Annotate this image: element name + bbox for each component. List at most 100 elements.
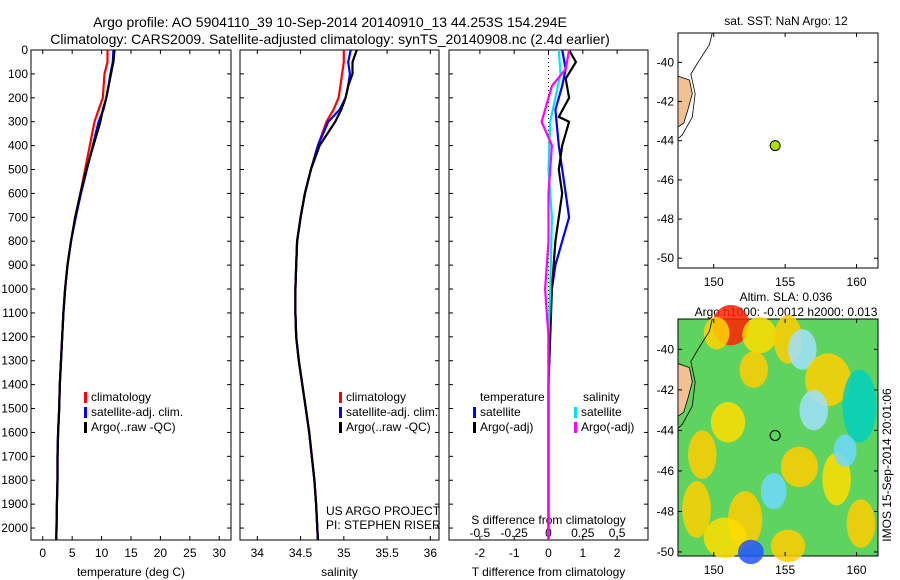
legend-title: salinity: [583, 390, 620, 404]
imos-timestamp-label: IMOS 15-Sep-2014 20:01:06: [880, 388, 894, 542]
y-tick-label: 500: [8, 163, 28, 177]
x-tick-label: 30: [213, 546, 227, 560]
legend-label: Argo(..raw -QC): [91, 420, 176, 434]
x-tick-label-salinity: -0.5: [470, 526, 491, 540]
x-tick-label: 35: [337, 546, 351, 560]
sla-map-sla-anomaly: [710, 402, 746, 443]
legend-swatch: [473, 422, 476, 433]
x-tick-label: 34.5: [289, 546, 313, 560]
pi-label: PI: STEPHEN RISER: [326, 518, 441, 532]
sla-map-sla-anomaly: [682, 481, 711, 538]
x-axis-label: T difference from climatology: [472, 565, 626, 579]
panel-2-frame: [239, 49, 440, 541]
series-line-sal_argo: [540, 49, 571, 540]
y-tick-label: 900: [8, 258, 28, 272]
sst-map-tasmania: [677, 75, 693, 128]
x-tick-label: -2: [475, 546, 486, 560]
map-x-tick-label: 160: [847, 275, 867, 289]
sla-map-sla-anomaly: [738, 539, 764, 565]
y-tick-label: 1600: [1, 425, 28, 439]
y-tick-label: 1000: [1, 282, 28, 296]
sla-map-sla-anomaly: [833, 434, 857, 467]
sla-map-sla-anomaly: [799, 389, 828, 431]
legend-label: climatology: [91, 390, 151, 404]
map-y-tick-label: -40: [657, 342, 675, 356]
legend-label: Argo(-adj): [581, 420, 634, 434]
y-tick-label: 0: [21, 43, 28, 57]
legend-swatch: [339, 407, 342, 418]
map-y-tick-label: -44: [657, 423, 675, 437]
y-tick-label: 1100: [2, 306, 28, 320]
sla-map-sla-anomaly: [760, 472, 787, 510]
project-label: US ARGO PROJECT: [326, 504, 441, 518]
sla-map-sla-anomaly: [703, 316, 730, 350]
y-tick-label: 1900: [1, 497, 28, 511]
sla-map-sla-anomaly: [846, 499, 876, 548]
x-tick-label: 36: [424, 546, 438, 560]
map-y-tick-label: -46: [657, 464, 675, 478]
x-axis-label: salinity: [321, 565, 358, 579]
legend-label: satellite-adj. clim.: [346, 405, 438, 419]
map-y-tick-label: -44: [657, 134, 675, 148]
sla-map-coastline: [677, 318, 713, 429]
y-tick-label: 200: [8, 91, 28, 105]
legend-swatch: [84, 392, 87, 403]
y-tick-label: 300: [8, 115, 28, 129]
x-axis-label: temperature (deg C): [77, 565, 185, 579]
x-tick-label: 15: [124, 546, 138, 560]
sla-map-sla-anomaly: [780, 446, 819, 488]
sla-map-sla-anomaly: [770, 529, 806, 563]
map-x-tick-label: 155: [775, 563, 795, 577]
y-tick-label: 100: [8, 67, 28, 81]
x-tick-label: 0: [39, 546, 46, 560]
legend-swatch: [339, 392, 342, 403]
sla-map-tasmania: [677, 362, 693, 418]
x-tick-label-salinity: -0.25: [501, 526, 529, 540]
x-tick-label: -1: [509, 546, 520, 560]
legend-swatch: [339, 422, 342, 433]
x-tick-label: 2: [614, 546, 621, 560]
sla-map-sla-anomaly: [788, 329, 817, 370]
legend-swatch: [84, 422, 87, 433]
legend-label: satellite-adj. clim.: [91, 405, 183, 419]
map-y-tick-label: -42: [657, 383, 675, 397]
y-tick-label: 600: [8, 186, 28, 200]
panel-1-frame: [30, 49, 232, 541]
y-tick-label: 700: [8, 210, 28, 224]
series-line-sal_satellite: [547, 49, 562, 540]
x-tick-label: 1: [579, 546, 586, 560]
sst-map-frame: [677, 32, 879, 269]
map-y-tick-label: -48: [657, 212, 675, 226]
sla-map-sla-anomaly: [688, 430, 717, 480]
series-line-argo: [547, 49, 578, 540]
map-y-tick-label: -50: [657, 251, 675, 265]
y-tick-label: 1300: [1, 354, 28, 368]
map-title-sla: Altim. SLA: 0.036: [740, 290, 833, 304]
legend-label: Argo(-adj): [480, 420, 533, 434]
x-tick-label: 34: [251, 546, 265, 560]
map-y-tick-label: -40: [657, 55, 675, 69]
x-tick-label-salinity: 0.5: [609, 526, 626, 540]
sla-map-sla-anomaly: [742, 316, 777, 354]
x-tick-label: 10: [95, 546, 109, 560]
x-tick-label: 25: [183, 546, 197, 560]
sst-map-coastline: [677, 32, 713, 140]
x-tick-label: 0: [545, 546, 552, 560]
map-x-tick-label: 155: [775, 275, 795, 289]
y-tick-label: 1200: [1, 330, 28, 344]
sst-map-argo-position-marker: [769, 140, 781, 152]
sla-map-sla-anomaly: [739, 351, 768, 388]
legend-swatch: [574, 422, 577, 433]
y-tick-label: 1700: [1, 449, 28, 463]
series-line-argo: [55, 49, 116, 541]
x-tick-label: 5: [69, 546, 76, 560]
header-line-2: Climatology: CARS2009. Satellite-adjuste…: [50, 31, 610, 47]
y-tick-label: 1500: [1, 402, 28, 416]
map-title-sst: sat. SST: NaN Argo: 12: [724, 14, 848, 28]
x-tick-label: 35.5: [375, 546, 399, 560]
legend-label: satellite: [480, 405, 521, 419]
x-tick-label-salinity: 0.25: [571, 526, 595, 540]
y-tick-label: 1400: [1, 378, 28, 392]
legend-swatch: [84, 407, 87, 418]
legend-label: climatology: [346, 390, 406, 404]
